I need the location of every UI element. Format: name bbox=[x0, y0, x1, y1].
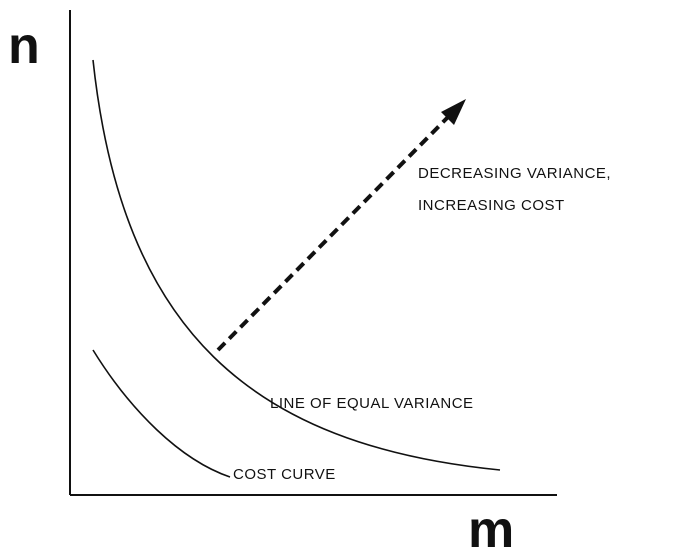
annotation: INCREASING COST bbox=[418, 197, 565, 214]
arrow-head bbox=[441, 99, 466, 125]
equal-variance-curve bbox=[92, 59, 501, 471]
x-axis-label: m bbox=[468, 501, 514, 549]
cost-curve bbox=[92, 349, 231, 478]
direction-arrow bbox=[216, 113, 452, 352]
y-axis-label: n bbox=[8, 17, 40, 75]
annotation: DECREASING VARIANCE, bbox=[418, 165, 611, 182]
annotation: COST CURVE bbox=[233, 466, 336, 483]
annotation: LINE OF EQUAL VARIANCE bbox=[270, 395, 474, 412]
